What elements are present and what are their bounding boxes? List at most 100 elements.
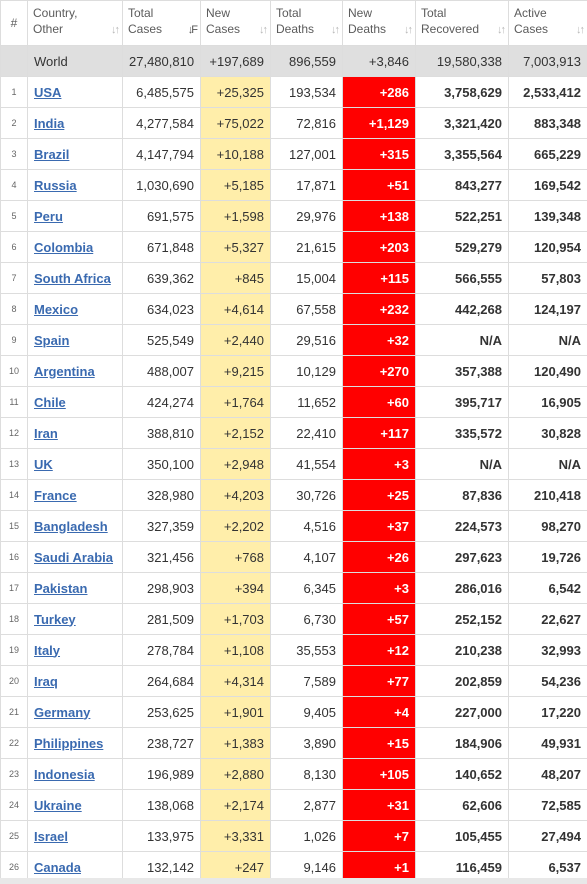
header-rank[interactable]: #: [0, 0, 28, 46]
new-deaths-cell: +77: [342, 665, 416, 697]
header-active-cases[interactable]: Active Cases ↓↑: [508, 0, 587, 46]
rank-cell: 13: [0, 448, 28, 480]
header-new-cases[interactable]: New Cases ↓↑: [200, 0, 271, 46]
total-recovered-cell: 184,906: [415, 727, 509, 759]
country-link[interactable]: France: [34, 487, 77, 503]
country-link[interactable]: Iran: [34, 425, 58, 441]
new-deaths-cell: +32: [342, 324, 416, 356]
total-deaths-cell: 1,026: [270, 820, 343, 852]
country-link[interactable]: India: [34, 115, 65, 131]
new-cases-cell: +3,331: [200, 820, 271, 852]
country-link[interactable]: Bangladesh: [34, 518, 108, 534]
header-total-deaths[interactable]: Total Deaths ↓↑: [270, 0, 343, 46]
table-row: 19 Italy 278,784 +1,108 35,553 +12 210,238 32,9…: [0, 634, 587, 666]
header-active-cases-line2: Cases: [514, 22, 549, 36]
country-link[interactable]: Iraq: [34, 673, 58, 689]
active-cases-cell: 883,348: [508, 107, 587, 139]
new-deaths-cell: +31: [342, 789, 416, 821]
new-cases-cell: +4,203: [200, 479, 271, 511]
country-cell: South Africa: [27, 262, 123, 294]
country-cell: USA: [27, 76, 123, 108]
country-cell: Colombia: [27, 231, 123, 263]
new-cases-cell: +9,215: [200, 355, 271, 387]
country-link[interactable]: Mexico: [34, 301, 79, 317]
header-rank-label: #: [10, 16, 18, 30]
country-link[interactable]: Peru: [34, 208, 63, 224]
active-cases-cell: 139,348: [508, 200, 587, 232]
sort-arrows-icon[interactable]: ↓↑: [497, 24, 506, 36]
sort-desc-icon[interactable]: ↓F: [187, 24, 198, 36]
country-link[interactable]: Saudi Arabia: [34, 549, 113, 565]
new-deaths-cell: +4: [342, 696, 416, 728]
total-deaths-cell: 29,976: [270, 200, 343, 232]
country-link[interactable]: USA: [34, 84, 62, 100]
country-link[interactable]: Indonesia: [34, 766, 95, 782]
country-cell: Saudi Arabia: [27, 541, 123, 573]
total-cases-cell: 328,980: [122, 479, 201, 511]
header-total-cases[interactable]: Total Cases ↓F: [122, 0, 201, 46]
country-link[interactable]: Canada: [34, 859, 81, 875]
country-link[interactable]: UK: [34, 456, 53, 472]
total-cases-cell: 350,100: [122, 448, 201, 480]
country-link[interactable]: Italy: [34, 642, 61, 658]
country-cell: France: [27, 479, 123, 511]
rank-cell: 22: [0, 727, 28, 759]
rank-cell: 6: [0, 231, 28, 263]
total-cases-cell: 639,362: [122, 262, 201, 294]
country-link[interactable]: Chile: [34, 394, 66, 410]
country-link[interactable]: Ukraine: [34, 797, 82, 813]
header-new-cases-line1: New: [206, 6, 231, 20]
sort-arrows-icon[interactable]: ↓↑: [576, 24, 585, 36]
table-row: 6 Colombia 671,848 +5,327 21,615 +203 529,279 1…: [0, 231, 587, 263]
total-cases-cell: 264,684: [122, 665, 201, 697]
new-deaths-cell: +15: [342, 727, 416, 759]
rank-cell: 2: [0, 107, 28, 139]
country-link[interactable]: Colombia: [34, 239, 94, 255]
total-cases-cell: 281,509: [122, 603, 201, 635]
country-link[interactable]: Russia: [34, 177, 77, 193]
country-cell: Israel: [27, 820, 123, 852]
country-link[interactable]: Turkey: [34, 611, 76, 627]
new-cases-cell: +1,108: [200, 634, 271, 666]
total-recovered-cell: 210,238: [415, 634, 509, 666]
total-deaths-cell: 193,534: [270, 76, 343, 108]
new-cases-cell: +1,901: [200, 696, 271, 728]
table-row: 17 Pakistan 298,903 +394 6,345 +3 286,016 6,542: [0, 572, 587, 604]
header-total-recovered[interactable]: Total Recovered ↓↑: [415, 0, 509, 46]
total-recovered-cell: N/A: [415, 324, 509, 356]
rank-cell: 23: [0, 758, 28, 790]
country-link[interactable]: Spain: [34, 332, 70, 348]
active-cases-cell: 32,993: [508, 634, 587, 666]
country-cell: Turkey: [27, 603, 123, 635]
country-link[interactable]: Israel: [34, 828, 68, 844]
sort-arrows-icon[interactable]: ↓↑: [259, 24, 268, 36]
country-cell: Brazil: [27, 138, 123, 170]
total-deaths-cell: 3,890: [270, 727, 343, 759]
total-cases-cell: 327,359: [122, 510, 201, 542]
table-row: 11 Chile 424,274 +1,764 11,652 +60 395,717 16,9…: [0, 386, 587, 418]
country-link[interactable]: South Africa: [34, 270, 111, 286]
total-cases-cell: 238,727: [122, 727, 201, 759]
sort-arrows-icon[interactable]: ↓↑: [404, 24, 413, 36]
country-link[interactable]: Germany: [34, 704, 91, 720]
rank-cell: 26: [0, 851, 28, 883]
sort-arrows-icon[interactable]: ↓↑: [111, 24, 120, 36]
country-link[interactable]: Philippines: [34, 735, 104, 751]
header-country[interactable]: Country, Other ↓↑: [27, 0, 123, 46]
new-cases-cell: +4,314: [200, 665, 271, 697]
new-deaths-cell: +60: [342, 386, 416, 418]
country-cell: Mexico: [27, 293, 123, 325]
new-deaths-cell: +26: [342, 541, 416, 573]
total-recovered-cell: 843,277: [415, 169, 509, 201]
header-total-cases-line2: Cases: [128, 22, 163, 36]
country-link[interactable]: Pakistan: [34, 580, 88, 596]
world-total-cases-cell: 27,480,810: [122, 45, 201, 77]
country-link[interactable]: Argentina: [34, 363, 95, 379]
country-link[interactable]: Brazil: [34, 146, 70, 162]
rank-cell: 5: [0, 200, 28, 232]
sort-arrows-icon[interactable]: ↓↑: [331, 24, 340, 36]
table-row: 16 Saudi Arabia 321,456 +768 4,107 +26 297,623…: [0, 541, 587, 573]
header-new-deaths[interactable]: New Deaths ↓↑: [342, 0, 416, 46]
header-total-recovered-line1: Total: [421, 6, 447, 20]
total-recovered-cell: 87,836: [415, 479, 509, 511]
